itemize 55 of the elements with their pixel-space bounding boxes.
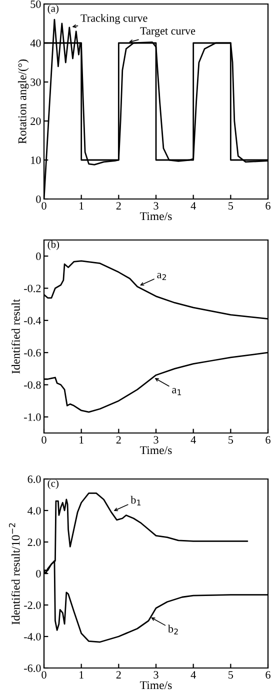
x-axis-title: Time/s xyxy=(140,212,172,220)
annotation: Tracking curve xyxy=(80,14,148,24)
x-tick-label: 0 xyxy=(42,202,46,210)
x-tick-label: 5 xyxy=(228,202,234,210)
y-tick-label: 4.0 xyxy=(28,506,41,515)
x-tick-label: 0 xyxy=(42,671,46,679)
x-tick-label: 3 xyxy=(154,436,158,444)
annotation: a$_{2}$ xyxy=(157,272,166,280)
x-tick-label: 4 xyxy=(190,671,196,678)
y-tick-label: 50 xyxy=(30,0,41,8)
x-tick-label: 3 xyxy=(154,202,158,210)
annotation: (c) xyxy=(48,480,58,490)
y-tick-label: 0 xyxy=(36,252,41,260)
y-tick-label: -4.0 xyxy=(24,632,41,641)
y-axis-title: Rotation angle/(°) xyxy=(18,59,29,144)
x-tick-label: 5 xyxy=(228,671,234,679)
y-tick-label: -6.0 xyxy=(24,664,41,672)
y-tick-label: -0.6 xyxy=(24,349,41,357)
x-tick-label: 3 xyxy=(154,671,158,679)
y-tick-label: 0 xyxy=(36,195,41,203)
y-tick-label: -0.2 xyxy=(24,284,41,292)
x-tick-label: 4 xyxy=(190,202,196,210)
x-tick-label: 2 xyxy=(116,202,121,210)
y-tick-label: 6.0 xyxy=(28,475,41,484)
y-tick-label: 40 xyxy=(30,39,41,47)
y-tick-label: -0.8 xyxy=(24,381,41,389)
annotation: b$_{1}$ xyxy=(130,496,141,506)
y-tick-label: -0.4 xyxy=(24,316,42,324)
x-axis-title: Time/s xyxy=(140,446,172,454)
annotation: (a) xyxy=(48,4,58,14)
x-tick-label: 2 xyxy=(116,436,121,444)
x-tick-label: 1 xyxy=(80,671,84,678)
x-axis-title: Time/s xyxy=(140,681,172,690)
annotation: (b) xyxy=(48,240,60,250)
x-tick-label: 6 xyxy=(266,436,270,444)
y-tick-label: 0 xyxy=(36,570,41,578)
y-tick-label: 10 xyxy=(31,156,41,164)
x-tick-label: 0 xyxy=(42,436,46,444)
annotation: b$_{2}$ xyxy=(168,624,178,634)
y-tick-label: 30 xyxy=(30,78,41,86)
annotation: Target curve xyxy=(140,27,196,37)
y-axis-title: Identified result/10$^{−2}$ xyxy=(8,523,20,624)
y-axis-title: Identified result xyxy=(11,299,20,374)
y-tick-label: -1.0 xyxy=(24,413,41,421)
y-tick-label: 2.0 xyxy=(28,538,41,546)
x-tick-label: 5 xyxy=(228,436,234,444)
x-tick-label: 2 xyxy=(116,671,121,678)
x-tick-label: 6 xyxy=(266,202,270,210)
y-tick-label: 20 xyxy=(30,117,41,125)
x-tick-label: 4 xyxy=(190,436,196,444)
annotation: a$_{1}$ xyxy=(172,388,181,396)
x-tick-label: 1 xyxy=(80,202,84,210)
x-tick-label: 1 xyxy=(80,436,84,444)
x-tick-label: 6 xyxy=(266,671,270,679)
y-tick-label: -2.0 xyxy=(24,601,41,610)
